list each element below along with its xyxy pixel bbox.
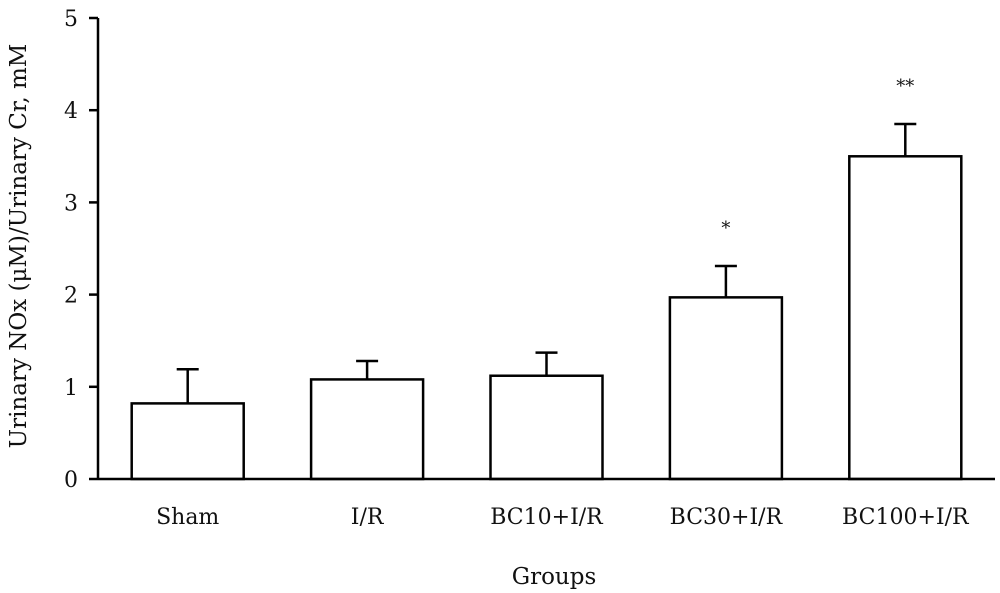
y-axis-title: Urinary NOx (μM)/Urinary Cr, mM xyxy=(6,44,32,449)
bar xyxy=(848,155,963,481)
error-bars-layer xyxy=(176,122,917,404)
significance-marker: ** xyxy=(896,76,914,97)
y-tick-label: 2 xyxy=(64,284,78,309)
bar xyxy=(309,378,425,481)
x-axis-title: Groups xyxy=(512,564,597,590)
axes xyxy=(96,18,995,481)
x-category-label: BC30+I/R xyxy=(670,505,784,530)
annotations-layer: *** xyxy=(721,76,914,239)
bar xyxy=(130,402,245,481)
x-category-label: BC10+I/R xyxy=(490,505,604,530)
x-category-label: I/R xyxy=(351,505,385,530)
y-tick-label: 5 xyxy=(64,7,78,32)
y-ticks: 0 1 2 3 4 5 xyxy=(64,7,98,493)
x-category-label: BC100+I/R xyxy=(842,505,970,530)
bar xyxy=(489,374,604,481)
bar xyxy=(668,296,784,481)
x-category-label: Sham xyxy=(156,505,219,530)
x-category-labels: Sham I/R BC10+I/R BC30+I/R BC100+I/R xyxy=(156,505,970,530)
bars-layer xyxy=(130,155,963,481)
significance-marker: * xyxy=(721,218,730,239)
y-tick-label: 1 xyxy=(64,376,78,401)
y-tick-label: 3 xyxy=(64,191,78,216)
y-tick-label: 4 xyxy=(64,99,78,124)
y-tick-label: 0 xyxy=(64,468,78,493)
